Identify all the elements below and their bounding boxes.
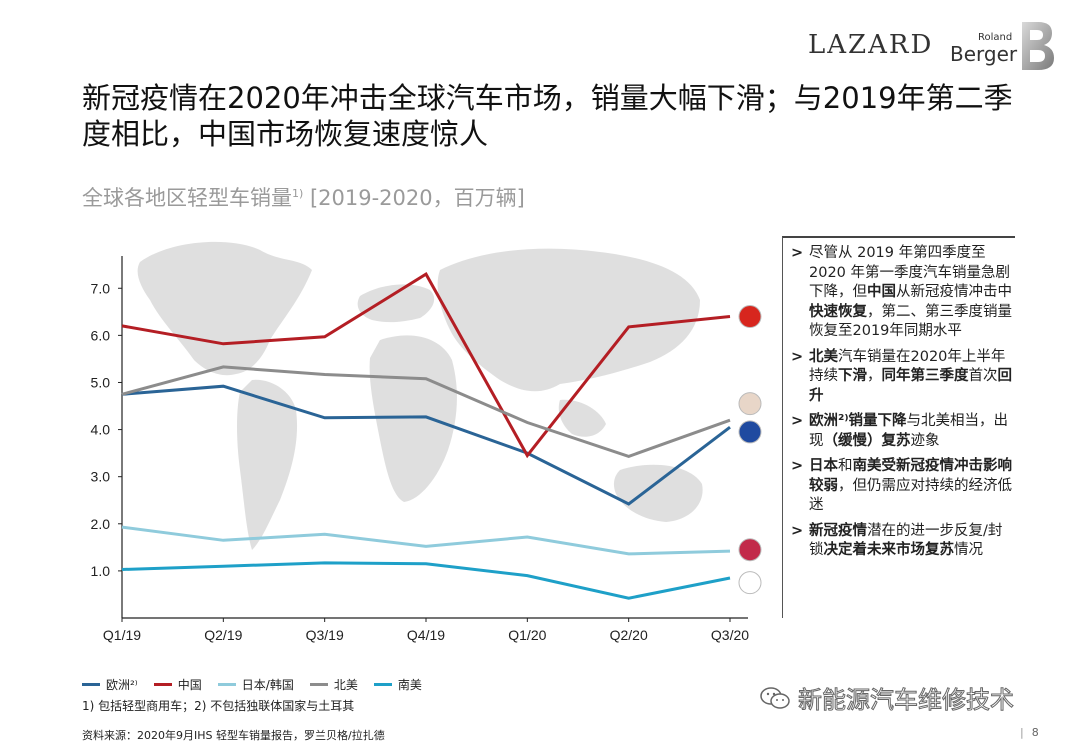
bullet-emphasis: 回升	[809, 368, 1012, 404]
legend-swatch	[153, 683, 172, 686]
bullet-text: 首次	[968, 368, 998, 384]
x-tick-label: Q1/20	[508, 627, 546, 643]
x-tick-label: Q2/19	[204, 627, 242, 643]
bullet-text: 从新冠疫情冲击中	[896, 284, 1012, 300]
bullet-text: ，第二、第三季度销量恢复至2019年同期水平	[809, 303, 1012, 340]
roland-berger-logo: Roland Berger	[948, 22, 1058, 76]
legend-swatch	[217, 683, 236, 686]
legend-item: 日本/韩国	[217, 676, 294, 693]
y-tick-label: 6.0	[91, 327, 111, 343]
legend-item: 欧洲²⁾	[82, 676, 138, 693]
region-flags	[738, 305, 762, 595]
series-line-2	[121, 525, 731, 556]
japan-korea-flag-icon	[738, 538, 762, 562]
y-tick-label: 3.0	[91, 469, 111, 485]
subtitle-unit: [2019-2020，百万辆]	[303, 186, 525, 210]
y-tick-label: 2.0	[91, 516, 111, 532]
bullet-text: ，	[867, 368, 882, 384]
bullet-text: 尽管从 2019 年第四季度至2020 年第一季度汽车销量急剧下降，但	[809, 245, 1011, 300]
world-map-background	[137, 241, 703, 550]
bullet-emphasis: 新冠疫情	[809, 522, 867, 539]
bullet-emphasis: 南美受新冠疫情冲击影响较弱	[809, 458, 1012, 494]
y-tick-label: 1.0	[91, 563, 111, 579]
bullet-marker: >	[791, 348, 804, 365]
insight-bullet: > 新冠疫情潜在的进一步反复/封锁决定着未来市场复苏情况	[791, 522, 1015, 561]
y-tick-label: 5.0	[91, 374, 111, 390]
legend-item: 南美	[373, 676, 422, 693]
x-tick-label: Q1/19	[103, 627, 141, 643]
bullet-emphasis: 决定着未来市场复苏	[823, 542, 955, 558]
legend-label: 欧洲²⁾	[106, 678, 138, 692]
bullet-marker: >	[791, 413, 804, 429]
lazard-logo: LAZARD	[808, 30, 934, 60]
rb-logo-berger: Berger	[950, 42, 1018, 66]
bullet-text: 与北美相当，出现	[809, 413, 1009, 449]
insight-bullet: > 北美汽车销量在2020年上半年持续下滑，同年第三季度首次回升	[791, 348, 1015, 407]
legend-label: 中国	[177, 678, 202, 692]
bullet-marker: >	[791, 245, 804, 261]
bullet-emphasis: 下滑	[838, 368, 867, 384]
source-note: 资料来源：2020年9月IHS 轻型车销量报告，罗兰贝格/拉扎德	[82, 729, 385, 742]
footnote: 1) 包括轻型商用车；2) 不包括独联体国家与土耳其	[82, 699, 355, 713]
legend-item: 中国	[153, 676, 202, 693]
chart-legend: 欧洲²⁾ 中国 日本/韩国 北美 南美	[82, 676, 422, 693]
china-flag-icon	[738, 305, 762, 329]
x-tick-label: Q4/19	[407, 627, 445, 643]
bullet-marker: >	[791, 458, 804, 474]
insight-panel: > 尽管从 2019 年第四季度至2020 年第一季度汽车销量急剧下降，但中国从新…	[782, 236, 1015, 618]
bullet-text: ，但仍需应对持续的经济低迷	[809, 477, 1012, 514]
page-number: 8	[1020, 726, 1039, 739]
rb-logo-roland: Roland	[978, 32, 1013, 43]
x-tick-label: Q3/19	[306, 627, 344, 643]
x-tick-label: Q3/20	[711, 627, 749, 643]
bullet-text: 潜在的进一步反复/封锁	[809, 522, 1003, 559]
watermark-text: 新能源汽车维修技术	[798, 686, 1015, 715]
bullet-emphasis: 日本	[809, 458, 838, 474]
legend-label: 北美	[333, 678, 358, 692]
watermark: 新能源汽车维修技术	[760, 680, 1015, 715]
bullet-emphasis: （缓慢）复苏	[823, 432, 911, 449]
insight-bullet: > 尽管从 2019 年第四季度至2020 年第一季度汽车销量急剧下降，但中国从新…	[791, 244, 1015, 342]
bullet-emphasis: 快速恢复	[809, 303, 867, 320]
legend-item: 北美	[309, 676, 358, 693]
sales-line-chart: 1.0 2.0 3.0 4.0 5.0 6.0 7.0 Q1/19 Q2/19 Q3/19 Q4/1…	[91, 241, 762, 643]
y-tick-label: 7.0	[91, 280, 111, 296]
y-tick-label: 4.0	[91, 422, 111, 438]
legend-swatch	[82, 683, 100, 686]
insight-bullet: > 欧洲²⁾销量下降与北美相当，出现（缓慢）复苏迹象	[791, 412, 1015, 451]
us-mexico-flag-icon	[738, 392, 762, 416]
chart-axes: 1.0 2.0 3.0 4.0 5.0 6.0 7.0 Q1/19 Q2/19 Q3/19 Q4/1…	[91, 256, 749, 643]
bullet-emphasis: 欧洲²⁾销量下降	[809, 413, 907, 429]
bullet-text: 情况	[954, 542, 983, 558]
x-tick-label: Q2/20	[610, 627, 648, 643]
legend-swatch	[373, 683, 392, 686]
bullet-text: 汽车销量在2020年上半年持续	[809, 348, 1006, 385]
subtitle-text: 全球各地区轻型车销量	[82, 186, 292, 210]
bullet-text: 和	[838, 458, 853, 474]
legend-label: 日本/韩国	[241, 678, 294, 692]
insight-bullet: > 日本和南美受新冠疫情冲击影响较弱，但仍需应对持续的经济低迷	[791, 457, 1015, 516]
series-line-4	[121, 561, 731, 600]
bullet-marker: >	[791, 522, 804, 539]
bullet-emphasis: 北美	[809, 348, 838, 365]
legend-label: 南美	[397, 678, 422, 692]
page-title: 新冠疫情在2020年冲击全球汽车市场，销量大幅下滑；与2019年第二季度相比，中…	[82, 81, 1013, 151]
bullet-emphasis: 中国	[867, 284, 896, 300]
bullet-emphasis: 同年第三季度	[881, 368, 969, 384]
chart-series	[121, 271, 731, 600]
wechat-icon	[760, 686, 790, 709]
subtitle-sup: 1)	[292, 187, 304, 200]
eu-flag-icon	[738, 420, 762, 444]
rb-b-mark-icon	[1022, 22, 1054, 70]
legend-swatch	[309, 683, 328, 686]
bullet-text: 迹象	[910, 432, 940, 449]
mercosur-icon	[738, 571, 762, 595]
chart-subtitle: 全球各地区轻型车销量1) [2019-2020，百万辆]	[82, 182, 525, 212]
